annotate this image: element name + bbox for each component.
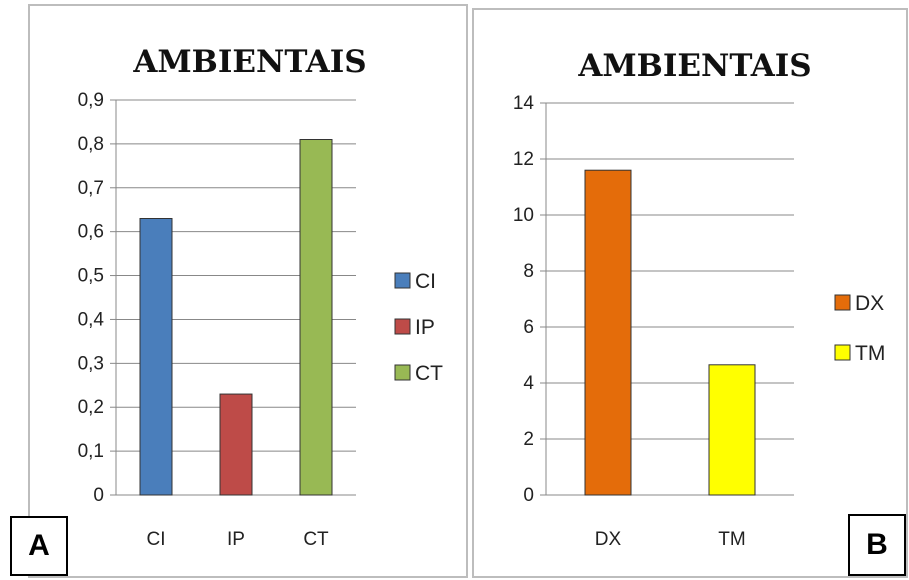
legend-swatch-tm — [834, 344, 851, 361]
y-tick-label: 10 — [513, 205, 534, 226]
chart-a: 0 0,1 0,2 0,3 0,4 0,5 0,6 0,7 0,8 0,9 CI IP CT CI IP CT — [78, 90, 444, 550]
bar-ct — [299, 139, 333, 496]
chart-b-title: AMBIENTAIS — [577, 48, 811, 84]
x-tick-label: DX — [595, 529, 622, 550]
y-tick-label: 0,3 — [78, 353, 104, 374]
legend-label-ip: IP — [415, 316, 435, 339]
legend-label-ci: CI — [415, 270, 436, 293]
legend-label-tm: TM — [855, 342, 885, 365]
y-tick-label: 0,1 — [78, 441, 104, 462]
y-tick-label: 12 — [513, 149, 534, 170]
x-tick-label: IP — [227, 529, 245, 550]
chart-b: 0 2 4 6 8 10 12 14 DX TM DX TM — [513, 93, 885, 550]
x-tick-label: CI — [147, 529, 166, 550]
panel-label-b: B — [848, 514, 906, 576]
bar-ip — [219, 393, 253, 496]
y-tick-label: 14 — [513, 93, 535, 114]
y-tick-label: 0,8 — [78, 134, 104, 155]
y-tick-label: 0,4 — [78, 309, 105, 330]
bar-dx — [584, 169, 632, 496]
y-tick-label: 8 — [523, 261, 534, 282]
y-tick-label: 0 — [523, 485, 534, 506]
legend-swatch-ci — [394, 272, 411, 289]
y-tick-label: 0,5 — [78, 266, 104, 287]
x-tick-label: CT — [303, 529, 329, 550]
panel-label-a: A — [10, 516, 68, 576]
legend-label-dx: DX — [855, 292, 884, 315]
y-tick-label: 0,9 — [78, 90, 104, 111]
y-tick-label: 0,7 — [78, 178, 104, 199]
bar-ci — [139, 218, 173, 496]
y-tick-label: 0,2 — [78, 397, 104, 418]
chart-a-title: AMBIENTAIS — [132, 44, 366, 80]
legend-swatch-ct — [394, 364, 411, 381]
legend-label-ct: CT — [415, 362, 443, 385]
y-tick-label: 0 — [93, 485, 104, 506]
y-tick-label: 6 — [523, 317, 534, 338]
x-tick-label: TM — [718, 529, 745, 550]
y-tick-label: 0,6 — [78, 222, 104, 243]
y-tick-label: 2 — [523, 429, 534, 450]
y-tick-label: 4 — [523, 373, 534, 394]
legend-swatch-dx — [834, 294, 851, 311]
legend-swatch-ip — [394, 318, 411, 335]
bar-tm — [708, 364, 756, 496]
